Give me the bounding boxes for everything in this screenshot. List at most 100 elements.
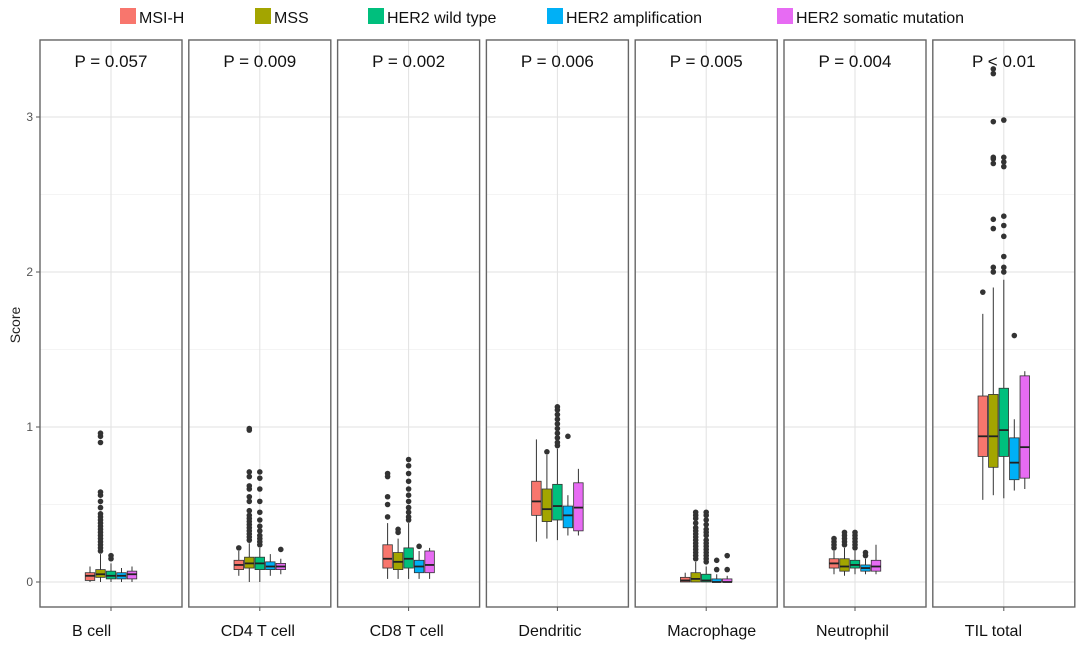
panel-grid [486,39,629,607]
outlier-point [405,498,412,505]
outlier-point [862,549,869,556]
legend-label-4: HER2 amplification [566,10,702,27]
outlier-point [554,404,561,410]
outlier-point [554,439,561,446]
outlier-point [384,501,391,508]
outlier-point [990,225,997,232]
box-her2-somatic-mutation [1019,371,1030,489]
panel-category-label: CD8 T cell [370,623,444,640]
outlier-point [384,470,391,477]
box-body [552,483,563,521]
outlier-point [1001,117,1007,123]
panel-pvalue: P = 0.009 [223,52,296,71]
outlier-point [713,557,720,564]
outlier-point [257,528,263,534]
panel-pvalue: P = 0.004 [819,52,892,71]
outlier-point [713,566,720,573]
outlier-point [990,118,997,125]
outlier-point [278,546,284,553]
outlier-point [703,521,709,528]
panel-b-cell: P = 0.057 B cell [36,39,183,640]
panel-pvalue: P = 0.006 [521,52,594,71]
outlier-point [257,498,263,505]
outlier-point [97,430,104,437]
box-her2-wild-type [998,117,1009,499]
outlier-point [395,526,401,533]
outlier-point [246,498,253,505]
outlier-point [384,514,391,520]
box-her2-wild-type [254,469,265,582]
outlier-point [1001,163,1007,170]
outlier-point [246,469,253,475]
outlier-point [1001,233,1007,240]
box-msi-h [977,289,988,500]
box-her2-wild-type [701,509,712,583]
outlier-point [97,439,104,446]
box-mss [690,509,701,583]
outlier-point [990,264,997,271]
outlier-point [416,543,422,550]
outlier-point [405,478,412,485]
panel-grid [784,39,926,607]
panel-category-label: CD4 T cell [221,623,295,640]
panel-neutrophil: P = 0.004 Neutrophil [783,39,927,640]
legend-label-2: MSS [274,10,309,27]
box-mss [244,425,255,582]
outlier-point [703,509,709,516]
box-mss [392,526,404,579]
box-body [977,395,988,457]
outlier-point [257,475,263,481]
box-body [562,505,574,529]
panel-category-label: Neutrophil [816,623,889,640]
box-her2-wild-type [552,404,563,541]
y-tick-label: 0 [26,575,33,589]
outlier-point [405,504,412,511]
box-her2-somatic-mutation [424,547,435,579]
panel-category-label: Dendritic [518,623,581,640]
outlier-point [692,524,699,531]
box-her2-somatic-mutation [722,552,733,583]
outlier-point [990,70,997,77]
outlier-point [97,511,104,517]
legend-label-5: HER2 somatic mutation [796,10,964,27]
outlier-point [554,411,561,418]
outlier-point [257,509,263,516]
box-her2-amplification [562,433,574,536]
outlier-point [1001,159,1007,165]
box-msi-h [828,535,840,575]
outlier-point [246,512,253,519]
outlier-point [246,493,253,500]
outlier-point [692,509,699,516]
outlier-point [236,545,242,551]
box-her2-wild-type [403,456,414,579]
outlier-point [405,486,412,492]
panel-category-label: TIL total [965,623,1022,640]
box-her2-amplification [711,557,722,583]
y-axis-label: Score [7,307,23,344]
legend-swatch-5 [777,8,793,24]
panel-pvalue: P = 0.005 [670,52,743,71]
box-her2-amplification [116,568,127,582]
box-mss [988,66,999,496]
outlier-point [554,435,561,441]
outlier-point [1001,264,1007,271]
outlier-point [544,449,550,455]
outlier-point [831,535,837,542]
box-mss [839,529,850,576]
outlier-point [246,473,253,480]
outlier-point [980,289,986,295]
panel-cd4-t-cell: P = 0.009 CD4 T cell [188,39,332,640]
outlier-point [724,552,730,559]
outlier-point [990,160,997,167]
box-body [701,573,712,583]
panel-cd8-t-cell: P = 0.002 CD8 T cell [336,39,481,640]
outlier-point [97,489,104,495]
y-tick-label: 3 [26,110,33,124]
outlier-point [990,66,997,72]
box-body [998,387,1009,457]
box-msi-h [382,470,393,579]
outlier-point [1001,253,1007,260]
box-body [1019,375,1030,479]
box-her2-somatic-mutation [126,566,138,582]
outlier-point [990,154,997,161]
